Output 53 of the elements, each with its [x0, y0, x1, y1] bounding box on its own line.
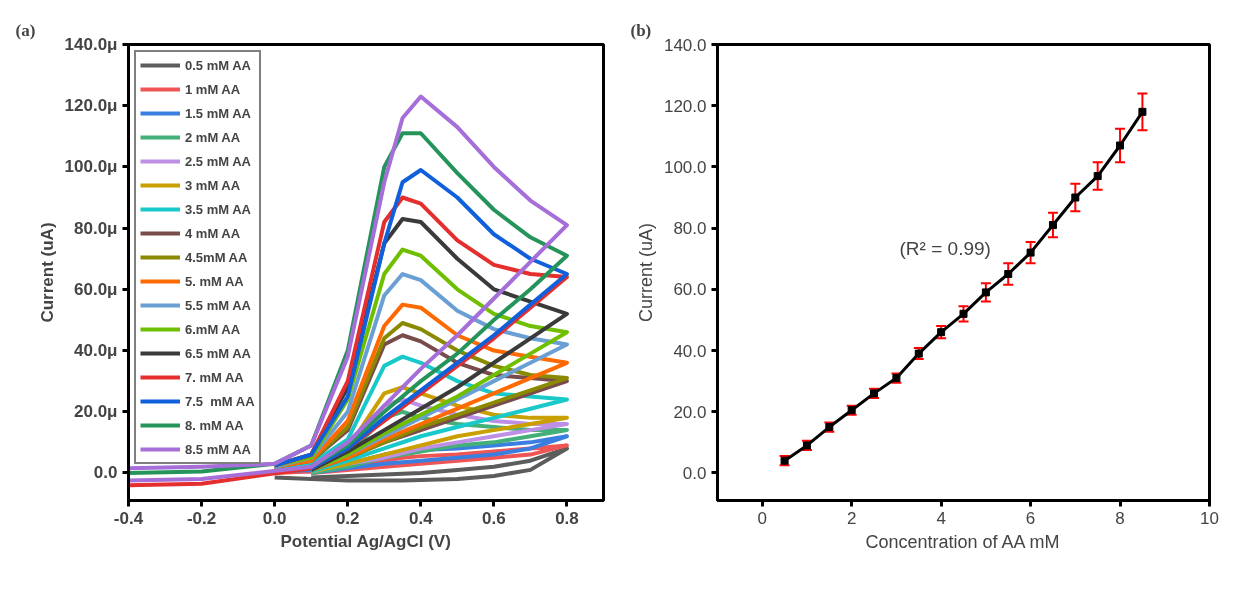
legend-label: 1.5 mM AA	[185, 104, 251, 122]
y-tick-label: 20.0μ	[74, 402, 118, 422]
y-tick-label: 0.0	[93, 463, 118, 483]
legend-label: 2 mM AA	[185, 128, 241, 146]
x-tick-label: 0.0	[262, 508, 287, 528]
y-tick-label: 80.0	[673, 219, 707, 239]
x-tick-label: 10	[1200, 508, 1219, 528]
x-tick-label: 8	[1115, 508, 1125, 528]
y-tick-label: 120.0	[663, 96, 707, 116]
legend-label: 7.5 mM AA	[185, 392, 255, 410]
legend-label: 3 mM AA	[185, 176, 241, 194]
chart-title: (b)	[630, 20, 652, 40]
chart-title: (a)	[15, 20, 36, 40]
legend-label: 5.5 mM AA	[185, 296, 251, 314]
y-tick-label: 100.0	[663, 157, 707, 177]
x-tick-label: -0.4	[113, 508, 144, 528]
y-tick-label: 60.0	[673, 280, 707, 300]
x-tick-label: 0.2	[335, 508, 360, 528]
legend-label: 4.5mM AA	[185, 248, 248, 266]
legend-label: 8. mM AA	[185, 416, 244, 434]
y-tick-label: 40.0μ	[74, 341, 118, 361]
x-tick-label: 0.4	[408, 508, 434, 528]
legend-label: 1 mM AA	[185, 80, 241, 98]
y-tick-label: 120.0μ	[64, 96, 118, 116]
y-tick-label: 80.0μ	[74, 218, 118, 238]
legend-label: 2.5 mM AA	[185, 152, 251, 170]
y-tick-label: 20.0	[673, 402, 707, 422]
y-tick-label: 60.0μ	[74, 279, 118, 299]
x-tick-label: 0.8	[555, 508, 579, 528]
y-tick-label: 0.0	[682, 463, 707, 483]
y-axis-title: Current (uA)	[37, 222, 57, 323]
x-axis-title: Concentration of AA mM	[865, 531, 1060, 552]
y-axis-title: Current (uA)	[635, 222, 656, 323]
x-tick-label: -0.2	[186, 508, 217, 528]
annotation: (R² = 0.99)	[899, 237, 991, 259]
y-tick-label: 100.0μ	[64, 157, 118, 177]
legend-label: 5. mM AA	[185, 272, 244, 290]
legend-label: 6.5 mM AA	[185, 344, 251, 362]
legend-label: 3.5 mM AA	[185, 200, 251, 218]
x-tick-label: 4	[936, 508, 946, 528]
y-tick-label: 140.0μ	[64, 35, 118, 54]
x-tick-label: 2	[846, 508, 857, 528]
x-axis-title: Potential Ag/AgCl (V)	[280, 531, 451, 551]
x-tick-label: 6	[1025, 508, 1036, 528]
y-tick-label: 40.0	[673, 341, 707, 361]
x-tick-label: 0	[757, 508, 767, 528]
legend-label: 4 mM AA	[185, 224, 241, 242]
legend-label: 7. mM AA	[185, 368, 244, 386]
y-tick-label: 140.0	[663, 35, 707, 55]
legend-label: 0.5 mM AA	[185, 56, 251, 74]
legend-label: 8.5 mM AA	[185, 440, 251, 458]
legend-label: 6.mM AA	[185, 320, 241, 338]
x-tick-label: 0.6	[482, 508, 506, 528]
